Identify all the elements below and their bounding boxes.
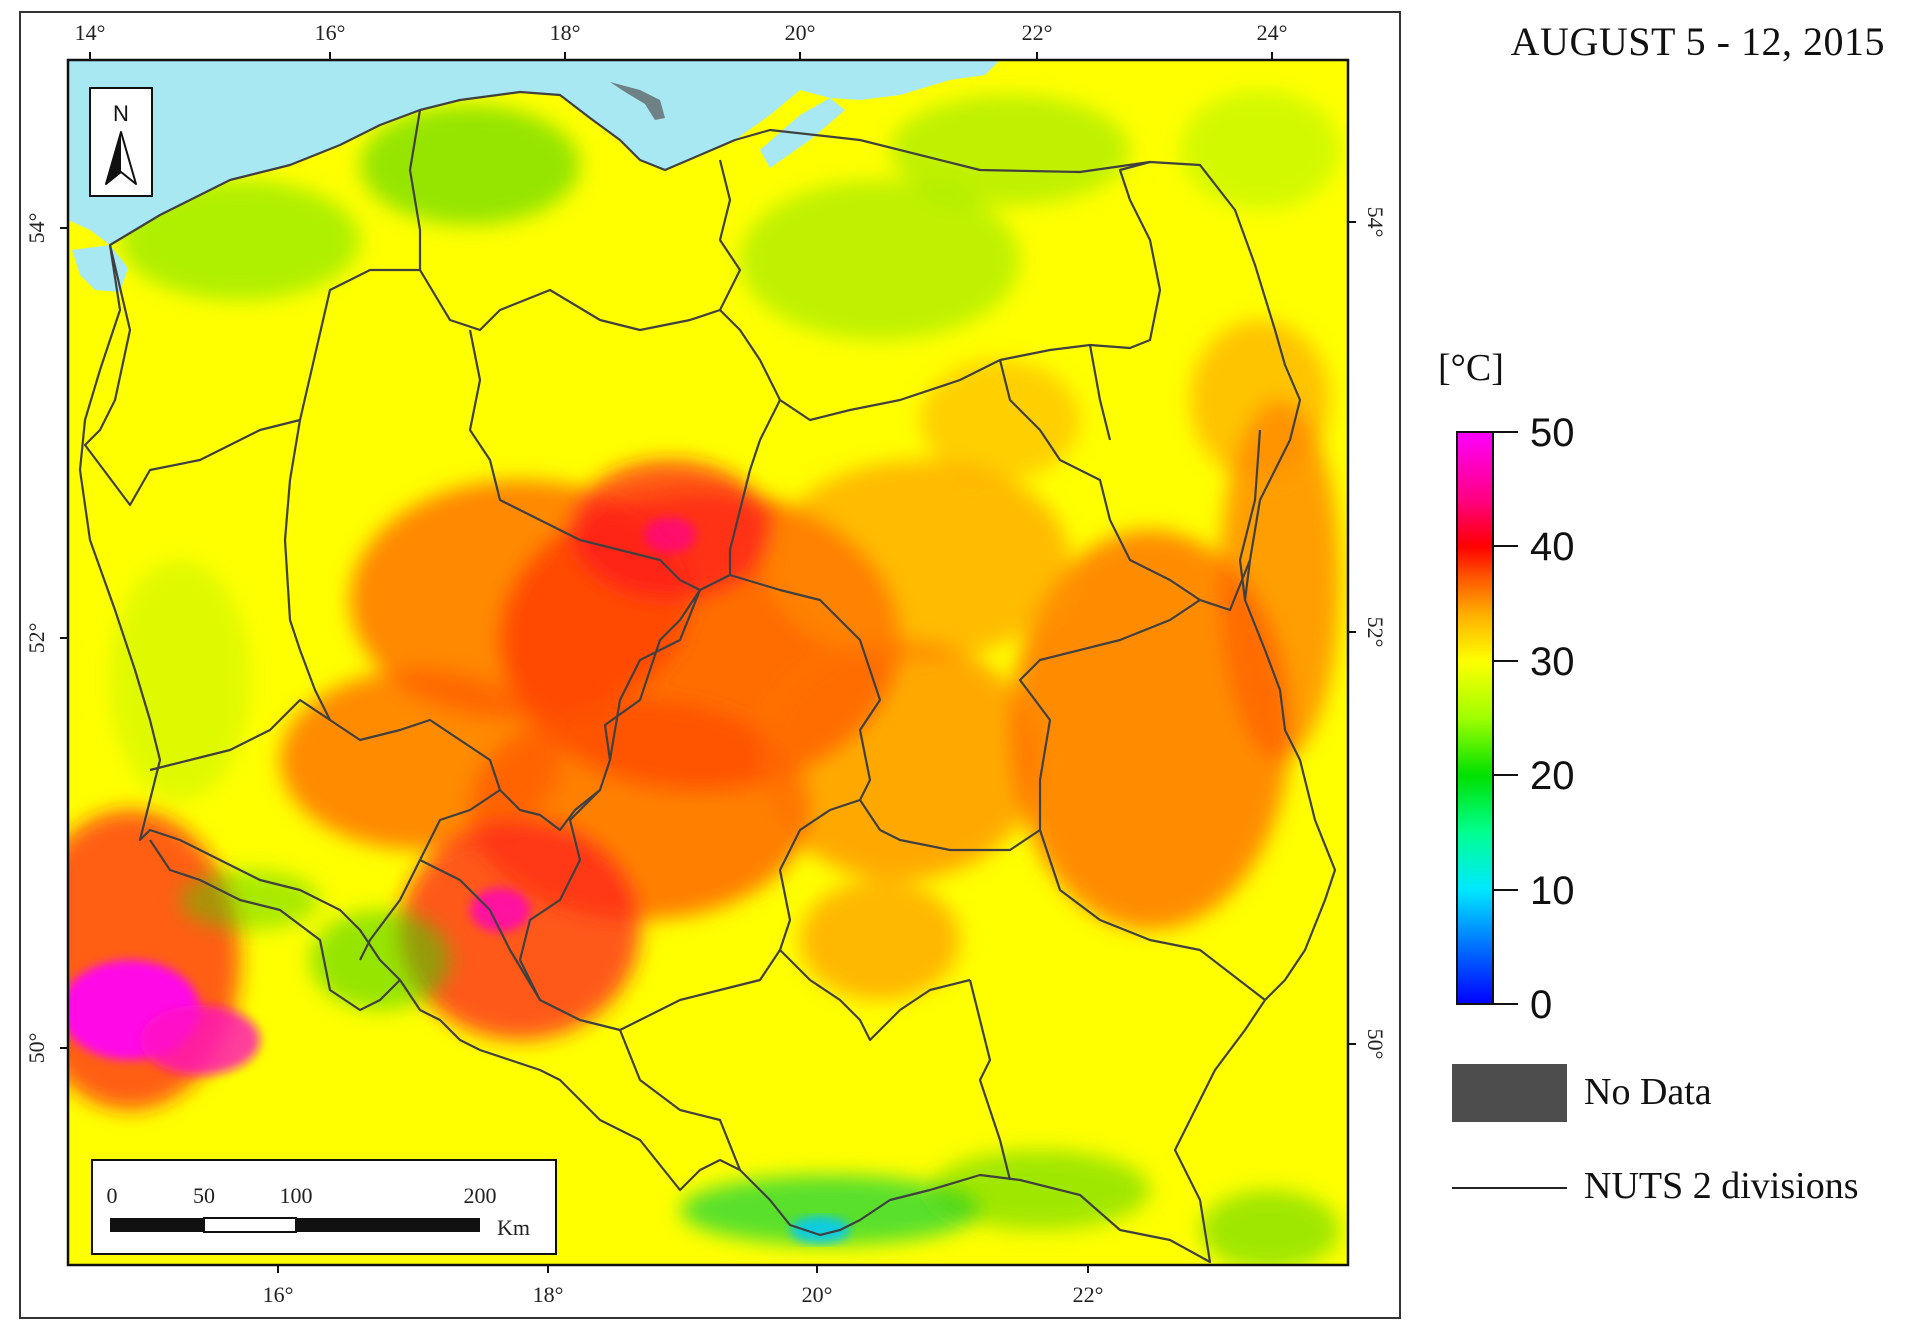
map-panel xyxy=(68,60,1348,1265)
top-lon-tick-label: 24° xyxy=(1257,20,1288,45)
right-lat-tick-label: 54° xyxy=(1363,207,1388,238)
left-lat-ticks: 54° 52° 50° xyxy=(24,213,68,1064)
north-arrow-label: N xyxy=(113,101,129,126)
hot-zones xyxy=(68,320,1340,1110)
bottom-lon-tick-label: 20° xyxy=(802,1282,833,1307)
sea-right xyxy=(800,60,1000,100)
bottom-lon-ticks: 16° 18° 20° 22° xyxy=(263,1265,1104,1307)
scale-unit: Km xyxy=(497,1215,530,1240)
colorbar-tick-label: 40 xyxy=(1530,525,1575,569)
map-title: AUGUST 5 - 12, 2015 xyxy=(1510,19,1885,64)
scale-label: 200 xyxy=(464,1183,497,1208)
left-lat-tick-label: 54° xyxy=(24,213,49,244)
top-lon-tick-label: 16° xyxy=(315,20,346,45)
szczecin-lagoon xyxy=(72,245,128,292)
colorbar-tick-label: 30 xyxy=(1530,640,1575,684)
right-lat-tick-label: 50° xyxy=(1363,1029,1388,1060)
nuts2-line-label: NUTS 2 divisions xyxy=(1584,1165,1859,1207)
tatra-cool-spot xyxy=(790,1216,850,1244)
top-lon-tick-label: 20° xyxy=(785,20,816,45)
colorbar-tick-label: 0 xyxy=(1530,983,1552,1027)
scale-label: 100 xyxy=(280,1183,313,1208)
left-lat-tick-label: 52° xyxy=(24,623,49,654)
scale-label: 50 xyxy=(193,1183,215,1208)
hel-peninsula xyxy=(610,82,665,120)
extreme-hot-zones xyxy=(68,517,696,1230)
map-frame xyxy=(66,58,1350,1267)
right-lat-ticks: 54° 52° 50° xyxy=(1348,207,1388,1060)
outer-frame xyxy=(19,11,1401,1319)
nuts2-borders xyxy=(78,90,1337,1264)
top-lon-ticks: 14° 16° 18° 20° 22° 24° xyxy=(75,20,1288,60)
no-data-label: No Data xyxy=(1584,1071,1712,1113)
top-lon-tick-label: 18° xyxy=(550,20,581,45)
top-lon-tick-label: 14° xyxy=(75,20,106,45)
north-arrow: N xyxy=(89,87,153,197)
colorbar-tick-label: 50 xyxy=(1530,411,1575,455)
colorbar-tick-label: 20 xyxy=(1530,754,1575,798)
baltic-sea xyxy=(68,60,800,245)
bottom-lon-tick-label: 18° xyxy=(533,1282,564,1307)
legend-unit: [°C] xyxy=(1438,347,1504,389)
scale-label: 0 xyxy=(107,1183,118,1208)
top-lon-tick-label: 22° xyxy=(1022,20,1053,45)
bottom-lon-tick-label: 22° xyxy=(1073,1282,1104,1307)
no-data-swatch xyxy=(1452,1064,1567,1122)
left-lat-tick-label: 50° xyxy=(24,1033,49,1064)
scale-bar: 0 50 100 200 Km xyxy=(91,1159,557,1255)
colorbar-tick-label: 10 xyxy=(1530,869,1575,913)
bottom-lon-tick-label: 16° xyxy=(263,1282,294,1307)
colorbar: 50 40 30 20 10 0 xyxy=(1456,411,1575,1027)
right-lat-tick-label: 52° xyxy=(1363,617,1388,648)
